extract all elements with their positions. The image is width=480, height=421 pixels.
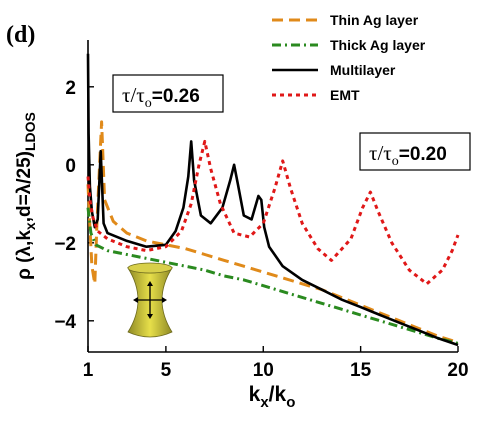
y-axis-label: ρ (λ,kx,d=λ/25)LDOS: [14, 112, 38, 280]
y-tick-label: −4: [54, 312, 76, 333]
legend-label: Multilayer: [330, 62, 396, 78]
annotation-emt: τ/τo=0.20: [359, 132, 471, 171]
x-tick-label: 5: [161, 360, 172, 381]
svg-text:τ/τo=0.26: τ/τo=0.26: [122, 83, 200, 111]
panel-label: (d): [6, 22, 35, 48]
x-tick-label: 1: [83, 360, 94, 381]
x-tick-label: 15: [350, 360, 372, 381]
y-tick-label: −2: [54, 234, 76, 255]
x-axis-label: kx/ko: [249, 383, 296, 411]
series-line-thick-ag-layer: [86, 207, 459, 345]
legend: Thin Ag layer Thick Ag layer Multilayer EMT: [272, 12, 426, 103]
y-tick-label: 2: [65, 78, 76, 99]
legend-label: Thin Ag layer: [330, 12, 419, 28]
x-tick-label: 20: [447, 360, 468, 381]
annotation-multilayer: τ/τo=0.26: [112, 74, 224, 113]
svg-text:τ/τo=0.20: τ/τo=0.20: [369, 141, 447, 169]
legend-label: EMT: [330, 87, 360, 103]
y-tick-label: 0: [65, 156, 76, 177]
legend-label: Thick Ag layer: [330, 37, 426, 53]
hyperboloid-inset-icon: [126, 262, 174, 338]
x-tick-label: 10: [253, 360, 274, 381]
